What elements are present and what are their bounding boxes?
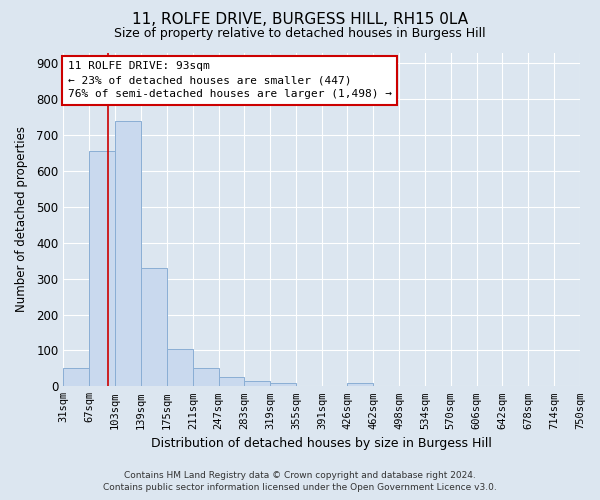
Text: Contains HM Land Registry data © Crown copyright and database right 2024.
Contai: Contains HM Land Registry data © Crown c… <box>103 471 497 492</box>
Bar <box>244 381 271 386</box>
Bar <box>271 382 296 386</box>
Bar <box>193 368 218 386</box>
Bar <box>115 120 141 386</box>
X-axis label: Distribution of detached houses by size in Burgess Hill: Distribution of detached houses by size … <box>151 437 492 450</box>
Bar <box>347 382 373 386</box>
Text: Size of property relative to detached houses in Burgess Hill: Size of property relative to detached ho… <box>114 28 486 40</box>
Text: 11, ROLFE DRIVE, BURGESS HILL, RH15 0LA: 11, ROLFE DRIVE, BURGESS HILL, RH15 0LA <box>132 12 468 28</box>
Bar <box>64 368 89 386</box>
Bar <box>141 268 167 386</box>
Text: 11 ROLFE DRIVE: 93sqm
← 23% of detached houses are smaller (447)
76% of semi-det: 11 ROLFE DRIVE: 93sqm ← 23% of detached … <box>68 62 392 100</box>
Bar <box>89 151 115 386</box>
Bar <box>218 378 244 386</box>
Bar <box>167 348 193 387</box>
Y-axis label: Number of detached properties: Number of detached properties <box>15 126 28 312</box>
